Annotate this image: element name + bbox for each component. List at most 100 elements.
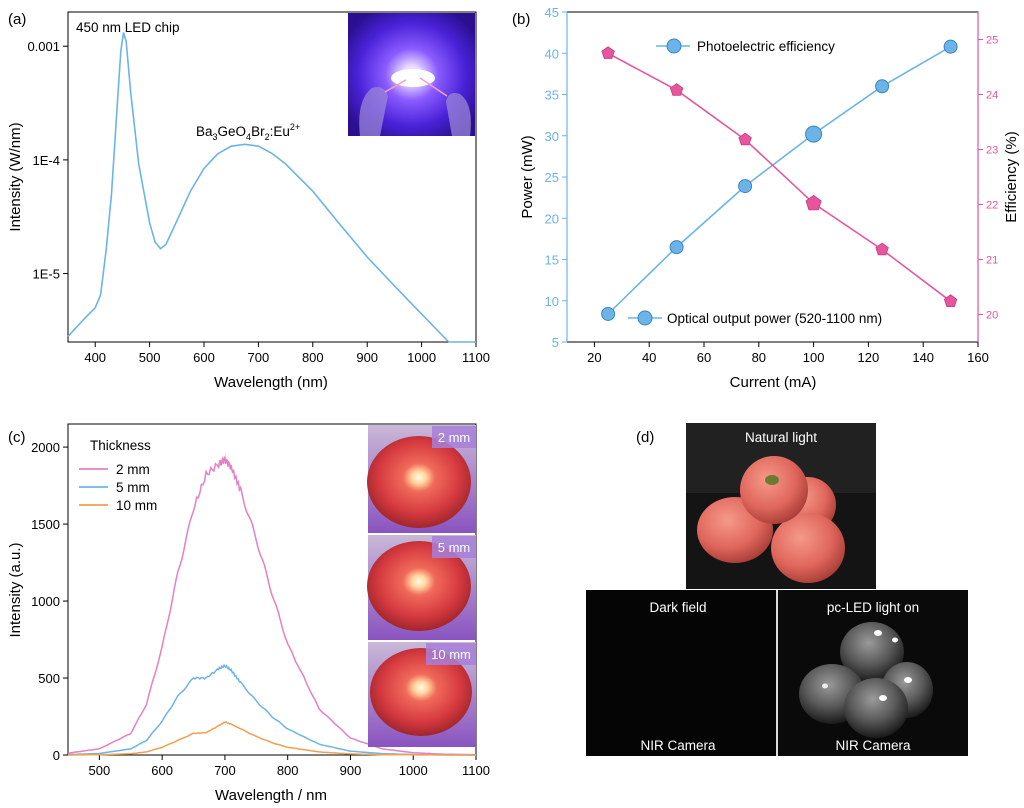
panel-b-right-tick-label: 23: [986, 145, 998, 157]
panel-c-x-tick-label: 1100: [462, 763, 490, 778]
panel-c-x-tick-label: 600: [151, 763, 173, 778]
svg-text:10 mm: 10 mm: [116, 498, 157, 513]
panel-b-frame: [566, 11, 979, 343]
panel-c-x-tick-label: 800: [277, 763, 299, 778]
panel-c-inset-10mm: 10 mm: [368, 642, 476, 747]
panel-c-y-tick-label: 2000: [31, 440, 60, 455]
panel-b-x-tick-label: 40: [642, 350, 656, 365]
panel-b-series: [601, 39, 958, 321]
panel-b-efficiency-point: [669, 83, 684, 96]
panel-c-legend-2mm: 2 mm: [79, 462, 150, 477]
panel-b-left-tick-label: 20: [545, 211, 559, 226]
panel-b-legend-power: Optical output power (520-1100 nm): [628, 310, 882, 326]
svg-text:2 mm: 2 mm: [438, 430, 471, 445]
panel-b-x-tick-label: 60: [697, 350, 711, 365]
panel-b-x-tick-label: 160: [967, 350, 989, 365]
panel-c-x-tick-label: 700: [214, 763, 236, 778]
panel-a-x-tick-label: 1100: [462, 350, 490, 365]
panel-b-efficiency-line: [607, 52, 952, 302]
panel-b-power-point: [601, 306, 616, 321]
panel-b-right-axis-label: Efficiency (%): [1003, 131, 1020, 222]
panel-a-x-tick-label: 400: [84, 350, 106, 365]
panel-d-dark-field-photo: Dark field NIR Camera: [586, 590, 776, 756]
panel-c-inset-2mm: 2 mm: [367, 425, 476, 533]
panel-c-series-line-10mm: [68, 721, 476, 756]
panel-b-axes: 20 40 60 80 100 120 140 160 5 10 15 20 25 30 35 40 45 20 2…: [545, 5, 999, 365]
panel-c-x-tick-label: 900: [340, 763, 362, 778]
panel-b-x-axis-label: Current (mA): [730, 374, 817, 391]
panel-b-right-tick-label: 22: [986, 200, 998, 212]
panel-b-left-tick-label: 30: [545, 129, 559, 144]
svg-text:5 mm: 5 mm: [438, 540, 471, 555]
panel-b-efficiency-point: [805, 194, 822, 211]
panel-a-y-tick-label: 0.001: [27, 39, 60, 54]
panel-a-x-tick-label: 500: [139, 350, 161, 365]
svg-text:2 mm: 2 mm: [116, 462, 150, 477]
panel-c-x-axis-label: Wavelength / nm: [215, 787, 327, 804]
panel-c-y-tick-label: 500: [38, 671, 60, 686]
panel-a-phosphor-annotation: Ba3GeO4Br2:Eu2+: [196, 122, 300, 142]
panel-d-dark-field-label: Dark field: [649, 600, 706, 615]
panel-b-power-line: [607, 46, 952, 315]
panel-b-efficiency-point: [601, 46, 615, 59]
panel-b-left-tick-label: 5: [552, 335, 559, 350]
panel-c-series-line-5mm: [67, 663, 476, 756]
panel-a-x-tick-label: 1000: [407, 350, 436, 365]
panel-a-x-tick-label: 700: [248, 350, 270, 365]
panel-a-x-axis-label: Wavelength (nm): [214, 374, 328, 391]
panel-d-pcled-photo: pc-LED light on NIR Camera: [778, 590, 968, 756]
svg-text:10 mm: 10 mm: [431, 647, 471, 662]
panel-c-legend-10mm: 10 mm: [79, 498, 157, 513]
panel-c-legend-title: Thickness: [90, 438, 151, 453]
panel-d-camera-right-label: NIR Camera: [835, 738, 911, 753]
panel-b-x-tick-label: 140: [912, 350, 934, 365]
panel-a-x-tick-label: 600: [193, 350, 215, 365]
panel-b-efficiency-point: [875, 242, 889, 256]
panel-a-spectrum-line: [67, 32, 476, 343]
svg-text:5 mm: 5 mm: [116, 480, 150, 495]
panel-a-y-axis-label: Intensity (W/nm): [7, 122, 24, 231]
panel-d-natural-light-label: Natural light: [745, 430, 817, 445]
panel-b-legend-efficiency: Photoelectric efficiency: [656, 38, 835, 54]
panel-b-power-point: [875, 79, 890, 94]
panel-a-y-tick-label: 1E-5: [33, 267, 60, 282]
panel-a: (a) 400 500 600 700 800 900 1000 1100 1E-5 1E-4 0.…: [7, 11, 490, 391]
panel-a-axes: 400 500 600 700 800 900 1000 1100 1E-5 1E-4 0.001: [27, 39, 490, 365]
panel-b-left-tick-label: 40: [545, 46, 559, 61]
panel-c-legend-5mm: 5 mm: [79, 480, 150, 495]
panel-c-y-tick-label: 0: [53, 748, 60, 763]
panel-b-power-point: [805, 125, 823, 143]
panel-a-x-tick-label: 800: [302, 350, 324, 365]
panel-b-left-tick-label: 35: [545, 88, 559, 103]
panel-b-left-tick-label: 10: [545, 294, 559, 309]
panel-b-power-point: [738, 179, 753, 194]
panel-c-axes: 500 600 700 800 900 1000 1100 0 500 1000 1500 2000: [31, 440, 490, 778]
panel-b-right-tick-label: 25: [986, 35, 998, 47]
panel-c-y-tick-label: 1500: [31, 517, 60, 532]
panel-b-label: (b): [512, 11, 530, 28]
panel-d: (d) Natural light Dark field NIR Camera: [586, 423, 968, 756]
panel-c-label: (c): [8, 429, 26, 446]
panel-b-power-point: [943, 39, 958, 54]
panel-b-left-tick-label: 45: [545, 5, 559, 20]
panel-b-efficiency-point: [738, 132, 752, 146]
panel-b-right-tick-label: 24: [986, 90, 998, 102]
panel-b-right-tick-label: 20: [986, 310, 998, 322]
panel-a-x-tick-label: 900: [356, 350, 378, 365]
panel-c-y-tick-label: 1000: [31, 594, 60, 609]
panel-c-x-tick-label: 1000: [399, 763, 428, 778]
panel-d-natural-light-photo: Natural light: [686, 423, 876, 589]
panel-c-x-tick-label: 500: [89, 763, 111, 778]
panel-b-x-tick-label: 120: [858, 350, 880, 365]
panel-a-label: (a): [8, 11, 26, 28]
panel-b-left-tick-label: 25: [545, 170, 559, 185]
panel-b-right-tick-label: 21: [986, 255, 998, 267]
panel-b: (b) 20 40 60 80 100 120 140 160 5 10 15 20 25 30 35 40 4…: [512, 5, 1020, 391]
panel-b-efficiency-point: [943, 294, 958, 308]
panel-b-x-tick-label: 80: [752, 350, 766, 365]
panel-d-label: (d): [636, 429, 654, 446]
panel-c-y-axis-label: Intensity (a.u.): [7, 542, 24, 637]
panel-b-legend-power-label: Optical output power (520-1100 nm): [667, 311, 882, 326]
panel-b-x-tick-label: 100: [803, 350, 825, 365]
